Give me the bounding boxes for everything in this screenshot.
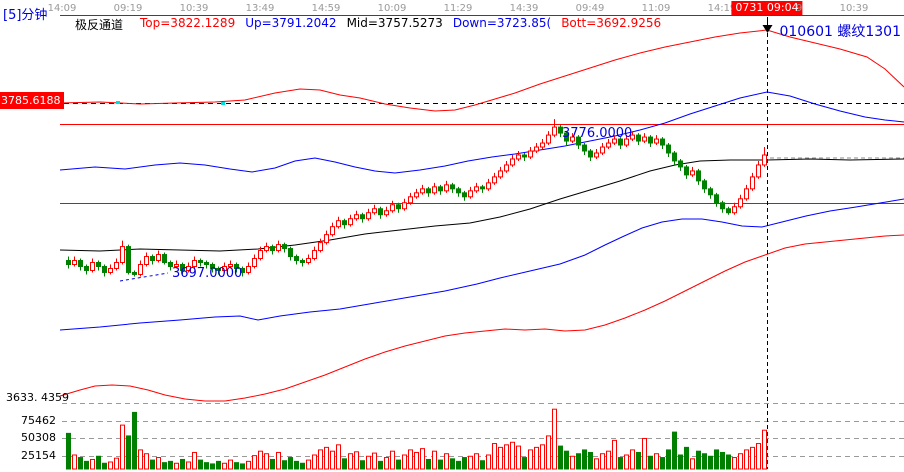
- lower-band: [59, 198, 904, 331]
- time-label: 10:09: [377, 3, 407, 14]
- time-label-tail: 9: [796, 3, 803, 14]
- cursor-layer: [119, 17, 773, 469]
- contract-label[interactable]: 010601 螺纹1301: [779, 24, 901, 40]
- price-annotation: 3697.0000: [172, 266, 243, 281]
- time-label: 10:39: [179, 3, 209, 14]
- indicator-name[interactable]: 极反通道: [75, 18, 124, 32]
- volume-scale-label: 50308: [21, 431, 56, 444]
- volume-scale-label: 75462: [21, 414, 56, 427]
- upper-band: [59, 91, 904, 174]
- time-label: 11:29: [443, 3, 473, 14]
- indicator-value: Down=3723.85(: [452, 16, 552, 30]
- time-label: 09:19: [113, 3, 143, 14]
- indicator-value: Top=3822.1289: [140, 16, 236, 30]
- bottom-band: [59, 234, 904, 402]
- price-annotation: 3776.0000: [562, 126, 633, 141]
- grid-layer: [60, 103, 904, 457]
- band-lines-layer: [59, 29, 904, 402]
- cursor-arrow-icon: [762, 25, 773, 33]
- cursor-time-badge: 0731 09:04: [731, 1, 803, 15]
- period-label[interactable]: [5]分钟: [3, 8, 48, 23]
- low-annotation-leader: [119, 272, 169, 282]
- indicator-values: Top=3822.1289 Up=3791.2042 Mid=3757.5273 Do…: [140, 16, 661, 30]
- top-band: [59, 29, 904, 112]
- time-label: 14:09: [47, 3, 77, 14]
- time-label: 14:19: [707, 3, 737, 14]
- indicator-value: Up=3791.2042: [245, 16, 337, 30]
- time-label: 14:39: [509, 3, 539, 14]
- time-axis-line: [60, 15, 904, 16]
- time-label: 11:09: [641, 3, 671, 14]
- candles-layer: [66, 119, 767, 277]
- time-label: 10:39: [839, 3, 869, 14]
- volume-scale-label: 25154: [21, 449, 56, 462]
- time-label: 09:49: [575, 3, 605, 14]
- price-marker-badge: 3785.6188: [0, 92, 64, 109]
- price-axis-bottom-label: 3633. 4359: [6, 391, 69, 404]
- time-label: 14:59: [311, 3, 341, 14]
- time-label: 13:49: [245, 3, 275, 14]
- mid-band: [59, 158, 904, 252]
- volume-layer: [66, 408, 767, 470]
- indicator-value: Mid=3757.5273: [346, 16, 443, 30]
- indicator-value: Bott=3692.9256: [561, 16, 662, 30]
